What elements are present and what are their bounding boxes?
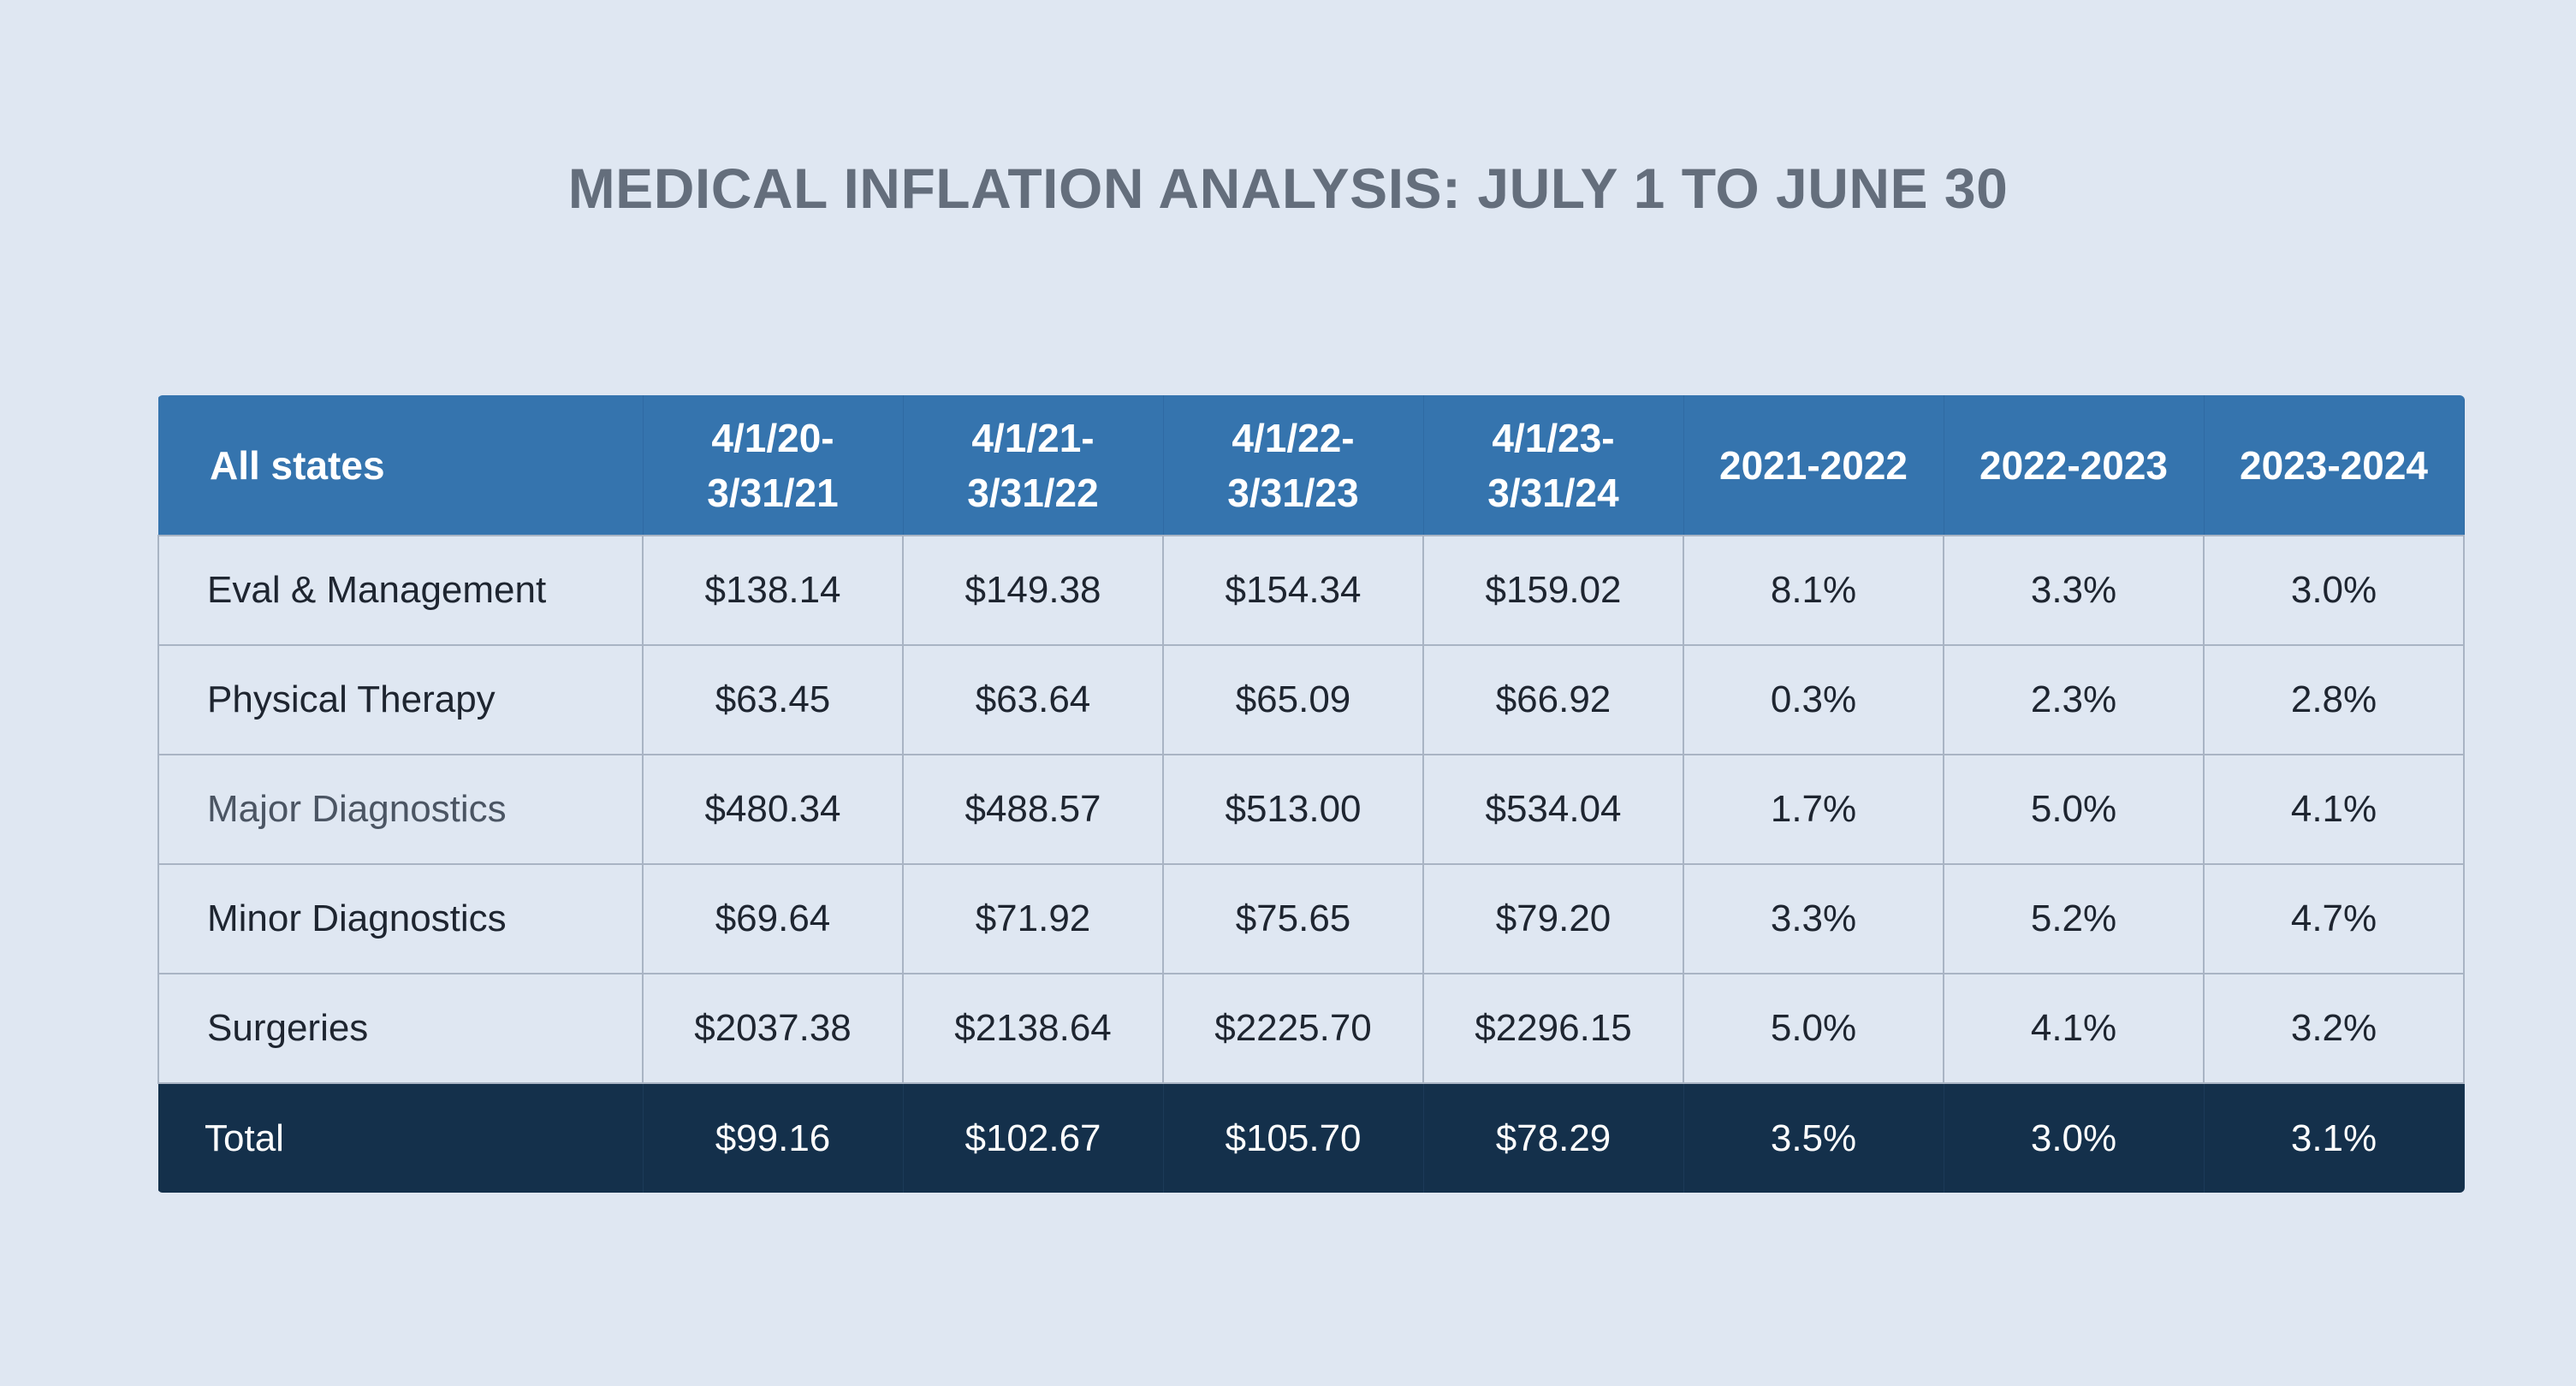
total-cell: 3.1% [2204,1083,2465,1193]
column-header-line: 3/31/24 [1487,470,1619,515]
row-label: Minor Diagnostics [157,863,644,974]
total-cell: 3.5% [1683,1083,1944,1193]
table-cell: $2296.15 [1422,973,1684,1084]
table-cell: 2.3% [1943,644,2205,755]
table-cell: 4.7% [2203,863,2465,974]
table-cell: 4.1% [1943,973,2205,1084]
table-cell: 4.1% [2203,754,2465,865]
table-cell: 5.0% [1683,973,1944,1084]
column-header-change-3: 2023-2024 [2204,395,2465,536]
table-cell: $2225.70 [1162,973,1424,1084]
table-cell: $534.04 [1422,754,1684,865]
total-row: Total $99.16 $102.67 $105.70 $78.29 3.5%… [158,1083,2465,1193]
table-cell: 3.3% [1683,863,1944,974]
total-cell: $105.70 [1163,1083,1424,1193]
table-cell: $149.38 [902,535,1164,646]
table-cell: 5.0% [1943,754,2205,865]
table-cell: 3.3% [1943,535,2205,646]
column-header-line: 4/1/21- [971,415,1095,460]
row-label: Surgeries [157,973,644,1084]
column-header-change-1: 2021-2022 [1683,395,1944,536]
total-cell: $102.67 [903,1083,1164,1193]
column-header-period-3: 4/1/22- 3/31/23 [1163,395,1424,536]
row-label: Physical Therapy [157,644,644,755]
row-label: Eval & Management [157,535,644,646]
column-header-line: 4/1/22- [1232,415,1355,460]
table-cell: $75.65 [1162,863,1424,974]
column-header-change-2: 2022-2023 [1944,395,2205,536]
table-cell: $63.45 [642,644,904,755]
column-header-line: 3/31/22 [967,470,1099,515]
table-cell: 3.0% [2203,535,2465,646]
table-cell: $480.34 [642,754,904,865]
table-cell: 0.3% [1683,644,1944,755]
header-row: All states 4/1/20- 3/31/21 4/1/21- 3/31/22… [158,395,2465,536]
total-cell: 3.0% [1944,1083,2205,1193]
table-cell: 2.8% [2203,644,2465,755]
table-cell: $154.34 [1162,535,1424,646]
table-cell: $138.14 [642,535,904,646]
total-cell: $99.16 [643,1083,904,1193]
table-cell: $63.64 [902,644,1164,755]
table-row: Physical Therapy $63.45 $63.64 $65.09 $6… [157,644,2465,755]
table-cell: $2138.64 [902,973,1164,1084]
table-cell: $66.92 [1422,644,1684,755]
table-cell: $79.20 [1422,863,1684,974]
page-title: MEDICAL INFLATION ANALYSIS: JULY 1 TO JU… [567,157,2009,220]
inflation-table: All states 4/1/20- 3/31/21 4/1/21- 3/31/22… [157,395,2465,1193]
column-header-period-4: 4/1/23- 3/31/24 [1423,395,1684,536]
table-cell: $513.00 [1162,754,1424,865]
table-cell: $2037.38 [642,973,904,1084]
table-row: Minor Diagnostics $69.64 $71.92 $75.65 $… [157,863,2465,974]
row-label: Major Diagnostics [157,754,644,865]
column-header-line: 3/31/23 [1227,470,1359,515]
column-header-category: All states [158,395,644,536]
column-header-period-2: 4/1/21- 3/31/22 [903,395,1164,536]
table-cell: 5.2% [1943,863,2205,974]
table-row: Eval & Management $138.14 $149.38 $154.3… [157,535,2465,646]
table-cell: $69.64 [642,863,904,974]
table-cell: $71.92 [902,863,1164,974]
column-header-line: 4/1/23- [1492,415,1615,460]
total-label: Total [158,1083,644,1193]
column-header-line: 4/1/20- [711,415,834,460]
table-cell: $65.09 [1162,644,1424,755]
table-cell: 1.7% [1683,754,1944,865]
table-row: Surgeries $2037.38 $2138.64 $2225.70 $22… [157,973,2465,1084]
table-row: Major Diagnostics $480.34 $488.57 $513.0… [157,754,2465,865]
column-header-period-1: 4/1/20- 3/31/21 [643,395,904,536]
table-cell: $488.57 [902,754,1164,865]
table-cell: 8.1% [1683,535,1944,646]
table-cell: $159.02 [1422,535,1684,646]
column-header-line: 3/31/21 [707,470,839,515]
table-cell: 3.2% [2203,973,2465,1084]
total-cell: $78.29 [1423,1083,1684,1193]
